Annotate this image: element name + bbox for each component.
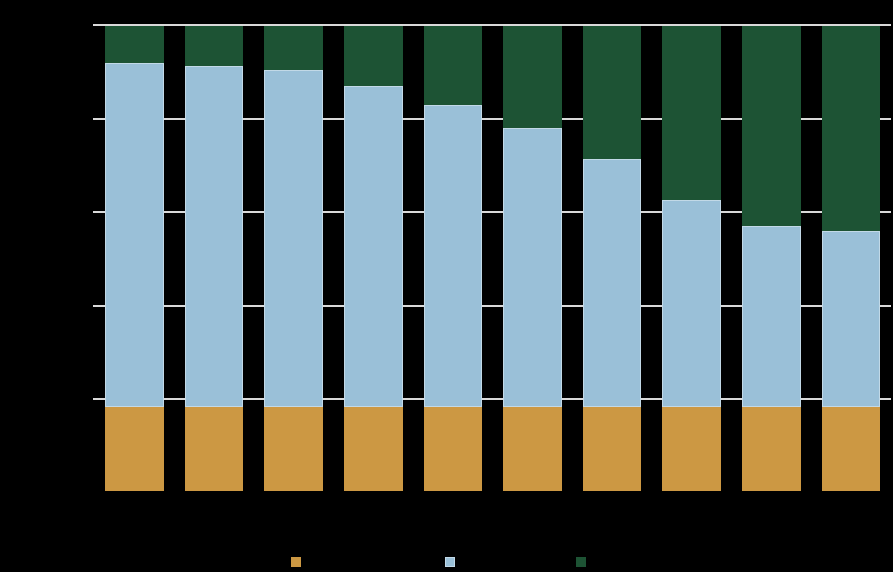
bar-segment-top-dark-green (582, 26, 642, 159)
gridline (93, 24, 891, 26)
bar-segment-top-dark-green (264, 26, 323, 71)
bar-column (423, 26, 483, 491)
bar-segment-bottom-orange (821, 407, 881, 491)
bar-column (105, 26, 164, 491)
bar-column (662, 26, 721, 491)
bar-segment-middle-light-blue (264, 70, 323, 408)
bar-segment-middle-light-blue (344, 86, 403, 408)
bar-column (264, 26, 323, 491)
bar-segment-middle-light-blue (105, 63, 164, 408)
bar-segment-top-dark-green (184, 26, 244, 66)
bar-segment-bottom-orange (264, 407, 323, 491)
bar-segment-middle-light-blue (821, 230, 881, 408)
bar-segment-middle-light-blue (184, 65, 244, 408)
bar-column (821, 26, 881, 491)
legend-swatch-middle-light-blue (445, 557, 455, 567)
bar-segment-bottom-orange (662, 407, 721, 491)
bar-segment-middle-light-blue (662, 200, 721, 408)
bar-segment-top-dark-green (344, 26, 403, 87)
bar-segment-top-dark-green (503, 26, 562, 129)
gridline (93, 398, 891, 400)
gridline (93, 211, 891, 213)
bar-segment-top-dark-green (742, 26, 801, 226)
bar-segment-bottom-orange (344, 407, 403, 491)
bar-segment-top-dark-green (821, 26, 881, 231)
bar-segment-middle-light-blue (503, 128, 562, 408)
bar-segment-bottom-orange (742, 407, 801, 491)
legend-swatch-bottom-orange (291, 557, 301, 567)
gridline (93, 117, 891, 120)
bar-segment-middle-light-blue (582, 158, 642, 408)
bar-segment-bottom-orange (503, 407, 562, 491)
bar-segment-middle-light-blue (423, 105, 483, 408)
bar-column (503, 26, 562, 491)
bar-segment-bottom-orange (423, 407, 483, 491)
bar-segment-bottom-orange (105, 407, 164, 491)
bar-segment-top-dark-green (105, 26, 164, 64)
bar-column (742, 26, 801, 491)
bar-segment-top-dark-green (662, 26, 721, 201)
bar-segment-top-dark-green (423, 26, 483, 106)
bar-column (184, 26, 244, 491)
bar-column (344, 26, 403, 491)
bar-column (582, 26, 642, 491)
bar-segment-middle-light-blue (742, 225, 801, 408)
gridline (93, 304, 891, 307)
bar-segment-bottom-orange (184, 407, 244, 491)
legend-swatch-top-dark-green (576, 557, 586, 567)
bar-segment-bottom-orange (582, 407, 642, 491)
